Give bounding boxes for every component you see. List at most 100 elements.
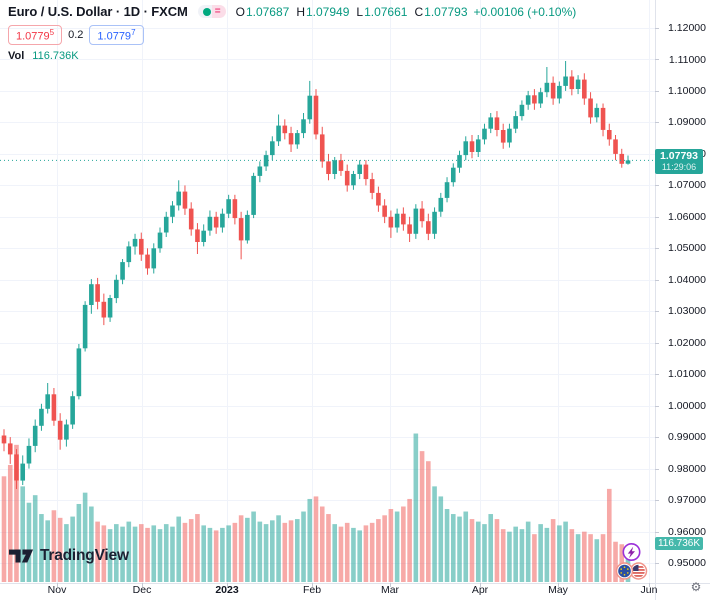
candle (176, 180, 182, 211)
candle (613, 135, 618, 161)
volume-bar (457, 516, 462, 582)
volume-label: Vol (8, 49, 25, 62)
candle (170, 201, 175, 224)
volume-bar (39, 514, 44, 582)
volume-bar (257, 521, 263, 582)
volume-bar (251, 511, 256, 582)
time-axis-label: Dec (132, 584, 152, 596)
market-status-pill[interactable]: = (197, 5, 226, 18)
volume-bar (482, 524, 487, 582)
volume-bar (357, 530, 362, 582)
candle (257, 161, 263, 183)
candle (226, 194, 231, 219)
candle (39, 403, 44, 431)
price-scale-settings-gear-icon[interactable]: ⚙ (690, 580, 702, 594)
candle (444, 177, 450, 203)
time-axis-label: Nov (47, 584, 67, 596)
volume-bar (89, 506, 94, 582)
candle (313, 89, 319, 140)
volume-bar (557, 525, 562, 583)
volume-bar (76, 503, 82, 582)
last-price-value: 1.07793 (660, 149, 698, 162)
delayed-data-equals-icon: = (214, 6, 221, 17)
candle (207, 210, 213, 236)
volume-bar (407, 498, 412, 582)
candle (419, 201, 425, 228)
candle (344, 164, 350, 192)
volume-bar (332, 524, 338, 582)
price-axis-label: 0.98000 (668, 462, 706, 475)
bid-price-button[interactable]: 1.07795 (8, 25, 63, 45)
volume-bar (182, 522, 188, 582)
volume-bar (519, 529, 525, 582)
volume-bar (426, 461, 431, 582)
candle (201, 224, 206, 247)
candle (369, 172, 375, 200)
candle (182, 185, 188, 215)
candle (82, 301, 88, 352)
price-axis-label: 1.04000 (668, 273, 706, 286)
price-axis-label: 0.96000 (668, 525, 706, 538)
candle (538, 87, 543, 108)
candle (394, 208, 400, 233)
volume-bar (145, 527, 150, 582)
tradingview-logo-icon (9, 549, 34, 563)
tradingview-watermark[interactable]: TradingView (9, 547, 129, 565)
candle (475, 135, 481, 157)
volume-bar (14, 444, 19, 582)
candle (213, 211, 219, 234)
candle (500, 123, 506, 149)
volume-bar (245, 517, 250, 582)
price-axis-label: 1.06000 (668, 210, 706, 223)
volume-bar (226, 525, 231, 583)
candle (457, 150, 462, 173)
volume-bar (338, 526, 344, 582)
high-value: 1.07949 (306, 4, 350, 19)
low-value: 1.07661 (364, 4, 408, 19)
volume-bar (313, 496, 319, 582)
candle (463, 136, 469, 161)
volume-bar (176, 516, 182, 582)
candle (301, 113, 306, 139)
volume-bar (319, 506, 325, 582)
candle (550, 76, 556, 105)
volume-bar (32, 495, 38, 582)
candles (1, 61, 631, 489)
candle (357, 160, 362, 180)
volume-bar (170, 526, 175, 582)
last-price-tag: 1.07793 11:29:06 (655, 148, 703, 174)
volume-axis-tag: 116.736K (655, 537, 703, 550)
volume-bar (213, 530, 219, 582)
candle (20, 455, 26, 485)
ask-price-button[interactable]: 1.07797 (89, 25, 144, 45)
volume-bar (132, 526, 138, 582)
volume-bar (525, 521, 531, 582)
volume-bar (351, 527, 356, 582)
volume-bar (363, 525, 369, 583)
volume-bar (107, 529, 113, 582)
volume-bar (532, 534, 537, 582)
time-axis-label: Mar (380, 584, 400, 596)
candle (594, 103, 600, 123)
time-axis-label: Jun (640, 584, 658, 596)
candle (332, 157, 338, 180)
volume-bar (401, 506, 406, 582)
volume-bar (57, 517, 63, 582)
volume-bar (475, 521, 481, 582)
symbol-title[interactable]: Euro / U.S. Dollar · 1D · FXCM (8, 4, 188, 19)
economic-event-lightning-icon[interactable] (622, 542, 641, 561)
volume-bar (82, 492, 88, 582)
volume-bar (307, 498, 313, 582)
open-value: 1.07687 (245, 4, 290, 19)
candle (76, 344, 82, 400)
eu-us-flags-icon[interactable] (615, 562, 648, 580)
ohlc-values: O 1.07687 H 1.07949 L 1.07661 C 1.07793 (236, 5, 468, 19)
candle (45, 383, 50, 414)
candle (338, 153, 344, 176)
volume-bar (232, 522, 238, 582)
candle (188, 202, 194, 236)
price-axis-label: 1.00000 (668, 399, 706, 412)
price-axis-label: 1.10000 (668, 84, 706, 97)
